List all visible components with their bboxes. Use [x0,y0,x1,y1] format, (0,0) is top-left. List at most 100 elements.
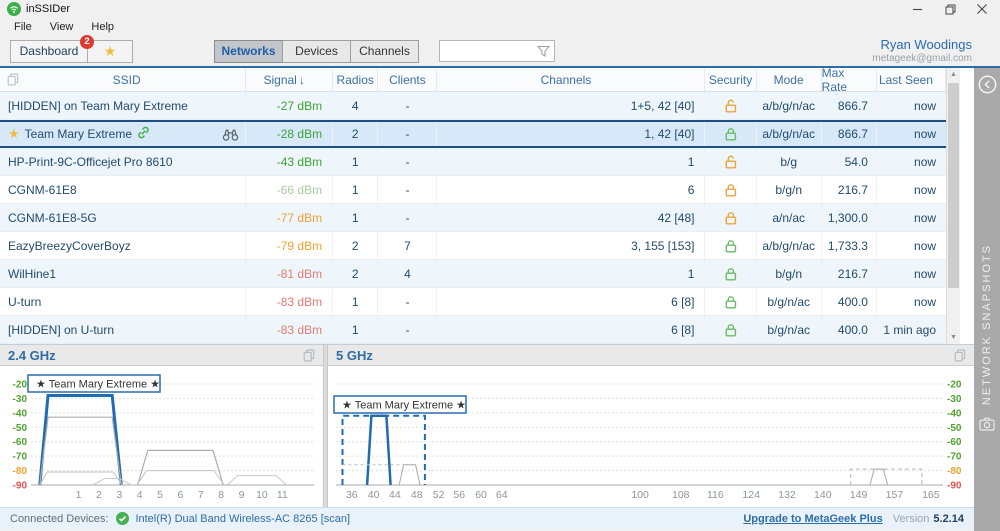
svg-text:-30: -30 [947,394,962,405]
camera-snapshot-icon[interactable] [979,417,995,431]
table-scrollbar[interactable]: ▲ ▼ [946,68,960,344]
svg-text:-50: -50 [13,423,28,434]
svg-text:-90: -90 [13,481,28,492]
column-header-radios[interactable]: Radios [333,68,378,91]
chart-title-24ghz: 2.4 GHz [8,348,56,363]
menu-help[interactable]: Help [82,19,123,35]
table-row[interactable]: [HIDDEN] on U-turn -83 dBm 1 - 6 [8] b/g… [0,316,946,344]
dashboard-label: Dashboard [20,44,79,58]
max-rate-value: 400.0 [822,316,877,343]
filter-funnel-icon[interactable] [537,45,554,58]
radios-value: 1 [333,148,378,175]
svg-text:-40: -40 [947,408,962,419]
copy-icon[interactable] [7,73,19,86]
table-row[interactable]: [HIDDEN] on Team Mary Extreme -27 dBm 4 … [0,92,946,120]
svg-text:★ Team Mary Extreme ★: ★ Team Mary Extreme ★ [36,379,160,391]
mode-value: a/b/g/n/ac [757,232,822,259]
menu-view[interactable]: View [41,19,83,35]
last-seen-value: now [877,232,946,259]
table-row[interactable]: HP-Print-9C-Officejet Pro 8610 -43 dBm 1… [0,148,946,176]
column-header-mode[interactable]: Mode [757,68,822,91]
mode-value: b/g/n/ac [757,316,822,343]
ssid-label: WilHine1 [8,267,56,281]
app-window: inSSIDer File View Help Dashboard 2 ★ Ne… [0,0,1000,531]
signal-value: -43 dBm [246,148,333,175]
table-row[interactable]: EazyBreezyCoverBoyz -79 dBm 2 7 3, 155 [… [0,232,946,260]
tab-devices[interactable]: Devices [282,40,351,63]
user-account[interactable]: Ryan Woodings metageek@gmail.com [872,38,990,64]
tab-channels[interactable]: Channels [350,40,419,63]
max-rate-value: 866.7 [822,122,877,146]
mode-value: a/n/ac [757,204,822,231]
svg-text:1: 1 [76,489,82,501]
svg-text:157: 157 [886,489,904,501]
svg-text:44: 44 [389,489,401,501]
svg-text:-50: -50 [947,423,962,434]
last-seen-value: now [877,92,946,119]
wifi-adapter-link[interactable]: Intel(R) Dual Band Wireless-AC 8265 [sca… [135,513,350,525]
close-button[interactable] [968,1,996,17]
table-row[interactable]: CGNM-61E8 -66 dBm 1 - 6 b/g/n 216.7 now [0,176,946,204]
signal-value: -83 dBm [246,316,333,343]
collapse-panel-button[interactable] [978,75,997,94]
svg-text:60: 60 [475,489,487,501]
security-lock-icon [705,204,756,231]
binoculars-icon [222,128,245,141]
column-header-last-seen[interactable]: Last Seen [877,68,946,91]
column-header-security[interactable]: Security [705,68,756,91]
window-title: inSSIDer [26,3,70,15]
security-lock-icon [705,260,756,287]
restore-button[interactable] [936,1,964,17]
column-header-ssid[interactable]: SSID [0,68,246,91]
chart-panel-5ghz: 5 GHz -20-30-40-50-60-70-80-903640444852… [328,345,974,507]
signal-value: -27 dBm [246,92,333,119]
copy-icon[interactable] [303,349,315,362]
clients-value: - [378,204,437,231]
last-seen-value: now [877,148,946,175]
view-tabs: Networks Devices Channels [215,40,419,63]
channels-value: 6 [8] [437,288,705,315]
table-row[interactable]: CGNM-61E8-5G -77 dBm 1 - 42 [48] a/n/ac … [0,204,946,232]
channels-value: 1 [437,260,705,287]
svg-text:3: 3 [116,489,122,501]
svg-text:-70: -70 [13,452,28,463]
last-seen-value: now [877,288,946,315]
title-bar: inSSIDer [0,0,1000,18]
scroll-down-arrow-icon[interactable]: ▼ [947,331,960,344]
scroll-up-arrow-icon[interactable]: ▲ [947,68,960,81]
security-lock-icon [705,92,756,119]
security-lock-icon [705,148,756,175]
ssid-label: CGNM-61E8-5G [8,211,97,225]
tab-networks[interactable]: Networks [214,40,283,63]
radios-value: 1 [333,288,378,315]
svg-text:6: 6 [178,489,184,501]
last-seen-value: now [877,260,946,287]
minimize-button[interactable] [904,1,932,17]
column-header-max-rate[interactable]: Max Rate [822,68,877,91]
column-header-signal[interactable]: Signal↓ [246,68,333,91]
radios-value: 1 [333,316,378,343]
upgrade-link[interactable]: Upgrade to MetaGeek Plus [743,513,882,525]
chart-title-5ghz: 5 GHz [336,348,373,363]
copy-icon[interactable] [954,349,966,362]
column-header-channels[interactable]: Channels [437,68,705,91]
link-icon [137,126,150,142]
star-icon: ★ [104,43,117,60]
user-email: metageek@gmail.com [872,53,972,65]
mode-value: b/g/n/ac [757,288,822,315]
svg-text:9: 9 [239,489,245,501]
table-row[interactable]: ★ Team Mary Extreme -28 dBm 2 - 1, 42 [4… [0,120,946,148]
security-lock-icon [705,288,756,315]
network-snapshots-sidebar[interactable]: NETWORK SNAPSHOTS [974,68,1000,531]
table-row[interactable]: U-turn -83 dBm 1 - 6 [8] b/g/n/ac 400.0 … [0,288,946,316]
user-name: Ryan Woodings [872,38,972,53]
scrollbar-thumb[interactable] [948,83,959,288]
dashboard-button[interactable]: Dashboard 2 [10,40,88,63]
svg-text:4: 4 [137,489,143,501]
svg-text:40: 40 [368,489,380,501]
menu-file[interactable]: File [5,19,41,35]
last-seen-value: 1 min ago [877,316,946,343]
table-row[interactable]: WilHine1 -81 dBm 2 4 1 b/g/n 216.7 now [0,260,946,288]
column-header-clients[interactable]: Clients [378,68,437,91]
search-input[interactable] [440,45,537,57]
